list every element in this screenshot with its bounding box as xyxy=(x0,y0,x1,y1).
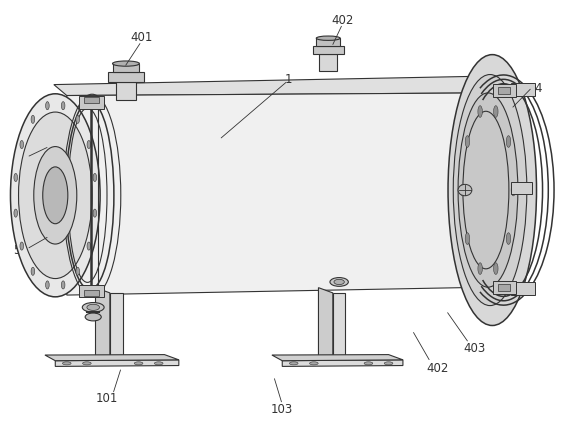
Ellipse shape xyxy=(87,141,90,149)
Ellipse shape xyxy=(494,263,498,275)
Ellipse shape xyxy=(478,263,482,275)
FancyBboxPatch shape xyxy=(498,285,510,291)
Polygon shape xyxy=(108,73,143,83)
Ellipse shape xyxy=(460,185,465,196)
Polygon shape xyxy=(316,39,340,47)
FancyBboxPatch shape xyxy=(79,285,104,297)
Polygon shape xyxy=(54,77,486,96)
FancyBboxPatch shape xyxy=(511,84,535,96)
Ellipse shape xyxy=(62,362,71,365)
Ellipse shape xyxy=(31,116,35,124)
Ellipse shape xyxy=(46,102,49,110)
Ellipse shape xyxy=(458,94,518,288)
Ellipse shape xyxy=(18,113,92,279)
Ellipse shape xyxy=(10,95,100,297)
Ellipse shape xyxy=(93,210,97,218)
Text: 401: 401 xyxy=(130,32,153,44)
Ellipse shape xyxy=(87,243,90,251)
FancyBboxPatch shape xyxy=(79,97,104,110)
Ellipse shape xyxy=(76,116,79,124)
Ellipse shape xyxy=(112,62,139,67)
Ellipse shape xyxy=(465,136,469,148)
Ellipse shape xyxy=(93,174,97,182)
Text: 4: 4 xyxy=(13,152,21,164)
Polygon shape xyxy=(67,94,486,295)
Polygon shape xyxy=(45,355,179,361)
Ellipse shape xyxy=(82,303,104,312)
Ellipse shape xyxy=(31,268,35,276)
Ellipse shape xyxy=(154,362,163,365)
Polygon shape xyxy=(313,47,344,55)
Ellipse shape xyxy=(87,304,100,311)
Text: 4: 4 xyxy=(534,81,541,95)
Text: 403: 403 xyxy=(464,341,486,354)
Ellipse shape xyxy=(62,281,65,290)
Ellipse shape xyxy=(334,280,344,285)
FancyBboxPatch shape xyxy=(511,283,535,295)
FancyBboxPatch shape xyxy=(84,290,99,297)
Ellipse shape xyxy=(506,233,511,245)
Ellipse shape xyxy=(458,94,518,288)
FancyBboxPatch shape xyxy=(492,282,516,294)
Ellipse shape xyxy=(465,233,469,245)
Ellipse shape xyxy=(506,136,511,148)
Ellipse shape xyxy=(289,362,298,365)
Ellipse shape xyxy=(82,362,91,365)
Ellipse shape xyxy=(134,362,143,365)
Polygon shape xyxy=(319,288,333,361)
Ellipse shape xyxy=(85,313,101,321)
FancyBboxPatch shape xyxy=(492,85,516,98)
Ellipse shape xyxy=(20,243,24,251)
Ellipse shape xyxy=(62,102,65,110)
Ellipse shape xyxy=(76,268,79,276)
Ellipse shape xyxy=(478,106,482,118)
Ellipse shape xyxy=(511,185,516,196)
Polygon shape xyxy=(319,55,338,71)
FancyBboxPatch shape xyxy=(84,98,99,104)
Text: 402: 402 xyxy=(331,14,354,27)
FancyBboxPatch shape xyxy=(511,183,532,194)
Ellipse shape xyxy=(316,37,340,41)
Ellipse shape xyxy=(14,210,17,218)
Ellipse shape xyxy=(34,147,77,244)
Ellipse shape xyxy=(20,141,24,149)
Text: 101: 101 xyxy=(96,392,118,405)
Polygon shape xyxy=(96,288,110,361)
Ellipse shape xyxy=(43,167,68,224)
Ellipse shape xyxy=(14,174,17,182)
Polygon shape xyxy=(112,64,139,73)
Ellipse shape xyxy=(458,185,472,196)
Ellipse shape xyxy=(384,362,393,365)
Polygon shape xyxy=(110,293,123,361)
Ellipse shape xyxy=(46,281,49,290)
Text: 5: 5 xyxy=(13,243,21,256)
Text: 103: 103 xyxy=(271,403,293,415)
Polygon shape xyxy=(55,360,179,367)
Ellipse shape xyxy=(330,278,348,287)
FancyBboxPatch shape xyxy=(498,88,510,95)
Text: 402: 402 xyxy=(426,361,449,374)
Polygon shape xyxy=(116,83,137,101)
Polygon shape xyxy=(282,360,403,367)
Ellipse shape xyxy=(453,75,527,306)
Text: 1: 1 xyxy=(284,73,292,86)
Ellipse shape xyxy=(364,362,373,365)
Ellipse shape xyxy=(309,362,318,365)
Ellipse shape xyxy=(448,56,536,326)
Polygon shape xyxy=(333,293,346,361)
Ellipse shape xyxy=(494,106,498,118)
Polygon shape xyxy=(272,355,403,361)
